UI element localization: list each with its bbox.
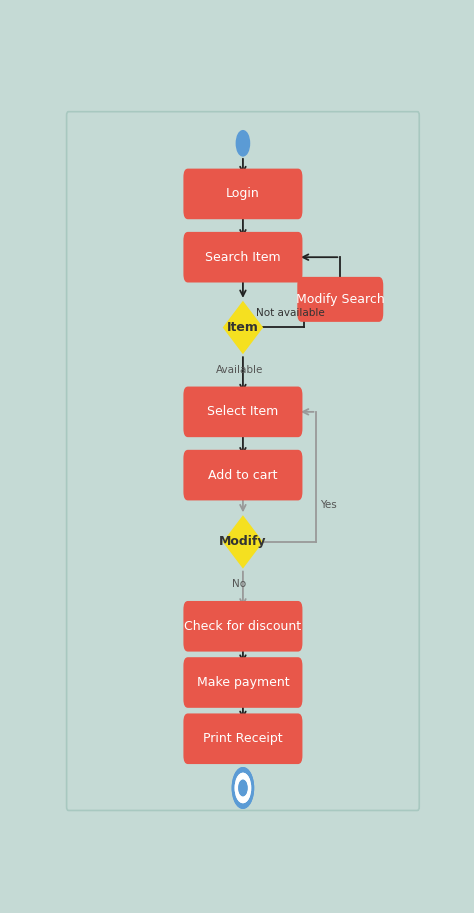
- Text: No: No: [232, 579, 246, 589]
- FancyBboxPatch shape: [183, 232, 302, 282]
- FancyBboxPatch shape: [183, 450, 302, 500]
- Polygon shape: [223, 515, 263, 569]
- Text: Available: Available: [216, 364, 263, 374]
- FancyBboxPatch shape: [183, 601, 302, 652]
- Circle shape: [239, 781, 247, 795]
- Text: Print Receipt: Print Receipt: [203, 732, 283, 745]
- Text: Add to cart: Add to cart: [208, 468, 278, 482]
- Text: Yes: Yes: [320, 499, 337, 509]
- Circle shape: [239, 781, 247, 795]
- Text: Search Item: Search Item: [205, 251, 281, 264]
- FancyBboxPatch shape: [183, 386, 302, 437]
- Text: Make payment: Make payment: [197, 676, 289, 689]
- Circle shape: [232, 768, 254, 808]
- FancyBboxPatch shape: [183, 169, 302, 219]
- Circle shape: [235, 773, 251, 803]
- FancyBboxPatch shape: [183, 657, 302, 708]
- Text: Modify Search: Modify Search: [296, 293, 384, 306]
- Text: Modify: Modify: [219, 535, 267, 549]
- Polygon shape: [223, 300, 263, 354]
- FancyBboxPatch shape: [297, 277, 383, 322]
- Circle shape: [235, 773, 251, 803]
- Text: Item: Item: [227, 321, 259, 334]
- Text: Select Item: Select Item: [207, 405, 279, 418]
- Text: Login: Login: [226, 187, 260, 201]
- Circle shape: [232, 768, 254, 808]
- FancyBboxPatch shape: [66, 111, 419, 811]
- Circle shape: [237, 131, 249, 156]
- Text: Check for discount: Check for discount: [184, 620, 301, 633]
- FancyBboxPatch shape: [183, 713, 302, 764]
- Text: Not available: Not available: [256, 309, 325, 319]
